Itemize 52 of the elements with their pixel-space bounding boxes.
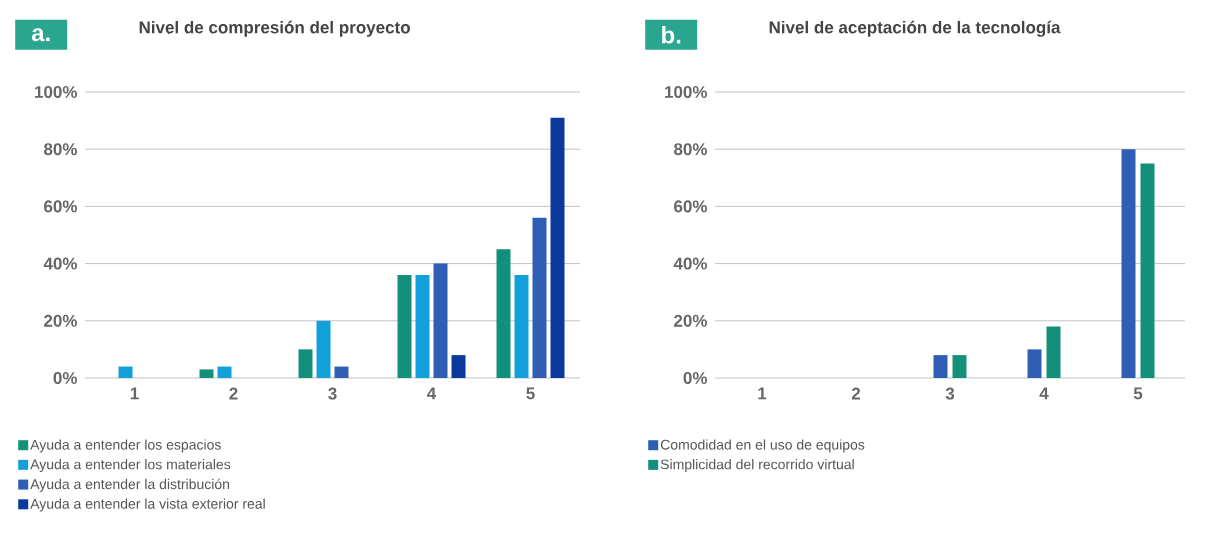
y-tick-label: 80% xyxy=(673,143,708,156)
text: a. xyxy=(31,28,50,42)
legend-label: Ayuda a entender la vista exterior real xyxy=(30,498,265,512)
x-tick-label: 1 xyxy=(130,387,139,400)
chart-title: Nivel de aceptación de la tecnología xyxy=(769,20,1061,37)
y-tick-label: 20% xyxy=(674,314,708,327)
x-tick-label: 2 xyxy=(851,387,861,400)
bar xyxy=(316,320,331,378)
bar xyxy=(933,355,948,378)
bar xyxy=(298,349,313,378)
y-tick-label: 0% xyxy=(683,371,708,385)
y-tick-label: 80% xyxy=(43,143,78,156)
bar xyxy=(1121,149,1136,378)
y-tick-label: 100% xyxy=(35,85,78,99)
bar xyxy=(532,217,547,378)
bar xyxy=(952,355,967,378)
x-tick-label: 1 xyxy=(758,387,767,400)
y-tick-label: 100% xyxy=(665,85,708,99)
y-tick-label: 60% xyxy=(44,200,78,213)
legend-label: Ayuda a entender la distribución xyxy=(30,478,230,492)
x-tick-label: 5 xyxy=(1133,387,1143,400)
bar xyxy=(514,275,529,378)
bar xyxy=(550,117,565,378)
bar xyxy=(199,369,214,378)
bar xyxy=(397,275,412,378)
bar xyxy=(1027,349,1042,378)
y-tick-label: 40% xyxy=(673,257,708,270)
bar xyxy=(496,249,511,378)
x-tick-label: 3 xyxy=(328,387,337,400)
bar xyxy=(433,263,448,378)
y-tick-label: 60% xyxy=(674,200,708,213)
legend-label: Comodidad en el uso de equipos xyxy=(660,439,865,453)
text: b. xyxy=(662,25,681,44)
x-tick-label: 5 xyxy=(526,387,535,400)
bar xyxy=(415,275,430,378)
bar xyxy=(1046,326,1061,378)
x-tick-label: 2 xyxy=(229,387,238,400)
chart-title: Nivel de compresión del proyecto xyxy=(139,20,410,37)
x-tick-label: 4 xyxy=(427,387,437,400)
legend-label: Simplicidad del recorrido virtual xyxy=(660,459,854,473)
bar xyxy=(334,366,349,378)
legend-label: Ayuda a entender los espacios xyxy=(30,439,221,453)
bar xyxy=(217,366,232,378)
bar xyxy=(451,355,466,378)
bar xyxy=(118,366,133,378)
y-tick-label: 0% xyxy=(53,371,78,385)
x-tick-label: 4 xyxy=(1039,387,1049,400)
x-tick-label: 3 xyxy=(945,387,955,400)
legend-label: Ayuda a entender los materiales xyxy=(30,459,231,473)
bar xyxy=(1140,163,1155,378)
y-tick-label: 40% xyxy=(43,257,78,270)
y-tick-label: 20% xyxy=(44,314,78,327)
